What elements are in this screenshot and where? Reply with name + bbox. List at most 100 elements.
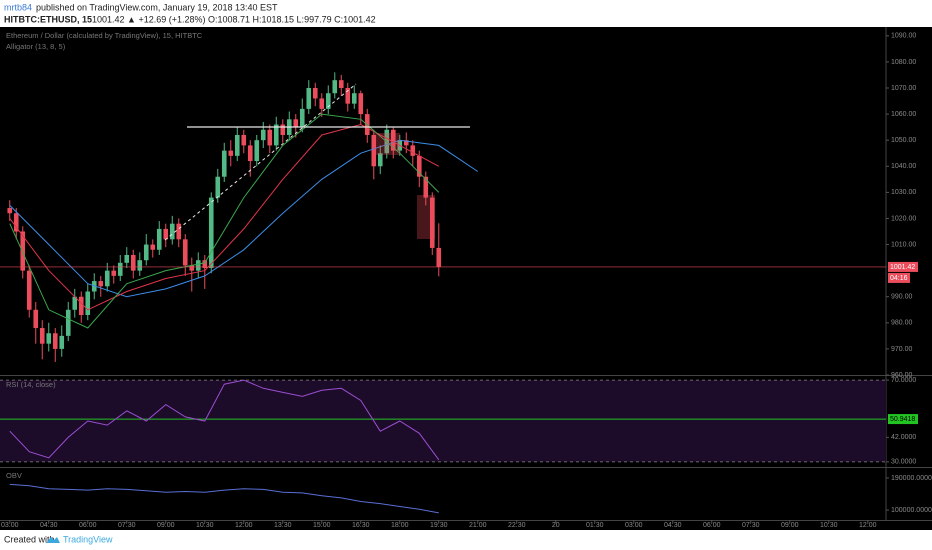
x-tick-label: 03:00 [1, 522, 19, 529]
candle-body [332, 80, 338, 94]
candle-body [46, 333, 52, 344]
x-tick-label: 22:30 [508, 522, 526, 529]
x-tick-label: 12:00 [235, 522, 253, 529]
candle-body [85, 291, 91, 315]
candle-body [156, 228, 162, 250]
candle-body [280, 124, 286, 135]
x-tick-label: 21:00 [469, 522, 487, 529]
y-tick-label: 100000.0000 [891, 507, 932, 514]
rsi-band [0, 380, 886, 462]
level-box [888, 414, 918, 425]
series-line [9, 483, 439, 514]
x-tick-label: 07:30 [118, 522, 136, 529]
main-legend: Ethereum / Dollar (calculated by Trading… [6, 31, 203, 40]
candle-body [20, 231, 26, 271]
last-price-label: 1001.42 [890, 264, 915, 271]
y-tick-label: 42.0000 [891, 434, 916, 441]
candle-body [78, 296, 84, 315]
y-tick-label: 70.0000 [891, 377, 916, 384]
y-tick-label: 190000.0000 [891, 475, 932, 482]
y-tick-label: 1010.00 [891, 241, 916, 248]
x-tick-label: 16:30 [352, 522, 370, 529]
obv-legend: OBV [6, 471, 22, 480]
candle-body [429, 197, 435, 248]
candle-body [267, 129, 273, 146]
candle-body [403, 140, 409, 146]
x-tick-label: 04:30 [40, 522, 58, 529]
candle-body [98, 281, 104, 287]
candle-body [377, 153, 383, 167]
candle-body [254, 140, 260, 162]
series-line [9, 123, 440, 311]
x-tick-label: 20 [552, 522, 560, 529]
candle-body [111, 270, 117, 276]
alligator-legend: Alligator (13, 8, 5) [6, 42, 66, 51]
candle-body [215, 176, 221, 198]
author[interactable]: mrtb84 [4, 2, 32, 12]
series-line [9, 113, 440, 329]
candle-body [137, 260, 143, 271]
y-tick-label: 970.00 [891, 346, 913, 353]
candle-body [293, 119, 299, 128]
candle-body [247, 145, 253, 162]
candle-body [124, 254, 130, 263]
x-tick-label: 01:30 [586, 522, 604, 529]
candle-body [163, 228, 169, 240]
x-tick-label: 19:30 [430, 522, 448, 529]
candle-body [59, 335, 65, 349]
candle-body [345, 88, 351, 104]
candle-body [169, 223, 175, 240]
candle-body [299, 108, 305, 128]
x-tick-label: 06:00 [79, 522, 97, 529]
y-tick-label: 1090.00 [891, 33, 916, 40]
candle-body [241, 134, 247, 146]
x-tick-label: 06:00 [703, 522, 721, 529]
series-line [9, 139, 479, 298]
x-tick-label: 07:30 [742, 522, 760, 529]
footer-bg [0, 530, 932, 550]
y-tick-label: 1070.00 [891, 85, 916, 92]
candle-body [358, 93, 364, 115]
candle-body [273, 124, 279, 146]
candle-body [221, 150, 227, 177]
y-tick-label: 30.0000 [891, 459, 916, 466]
series-line [9, 379, 440, 461]
candle-body [351, 93, 357, 104]
footer-created: Created with [4, 534, 55, 544]
candle-body [182, 239, 188, 266]
candle-body [338, 80, 344, 89]
candle-body [202, 260, 208, 269]
candle-body [104, 270, 110, 287]
plot: 03:00 04:30 06:00 07:30 09:00 10:30 12:00 13:30… [0, 33, 932, 529]
y-tick-label: 960.00 [891, 372, 913, 379]
y-tick-label: 1050.00 [891, 137, 916, 144]
brand-logo [46, 537, 60, 543]
candle-body [143, 244, 149, 261]
candle-body [325, 93, 331, 109]
level-label: 50.9418 [890, 416, 915, 423]
candle-body [390, 129, 396, 151]
candle-body [52, 333, 58, 349]
y-tick-label: 1060.00 [891, 111, 916, 118]
candle-body [423, 176, 429, 198]
x-tick-label: 10:30 [196, 522, 214, 529]
x-tick-label: 09:00 [157, 522, 175, 529]
x-tick-label: 03:00 [625, 522, 643, 529]
candle-body [260, 129, 266, 141]
footer-brand[interactable]: TradingView [63, 534, 113, 544]
x-tick-label: 15:00 [313, 522, 331, 529]
y-tick-label: 1040.00 [891, 163, 916, 170]
candle-body [117, 262, 123, 276]
countdown-label: 04:16 [890, 275, 908, 282]
candle-body [416, 155, 422, 177]
rsi-legend: RSI (14, close) [6, 380, 56, 389]
y-tick-label: 990.00 [891, 294, 913, 301]
candle-body [13, 213, 19, 232]
candle-body [65, 309, 71, 336]
candle-body [312, 88, 318, 99]
candle-body [176, 223, 182, 240]
candle-body [130, 254, 136, 271]
x-tick-label: 18:00 [391, 522, 409, 529]
x-tick-label: 10:30 [820, 522, 838, 529]
